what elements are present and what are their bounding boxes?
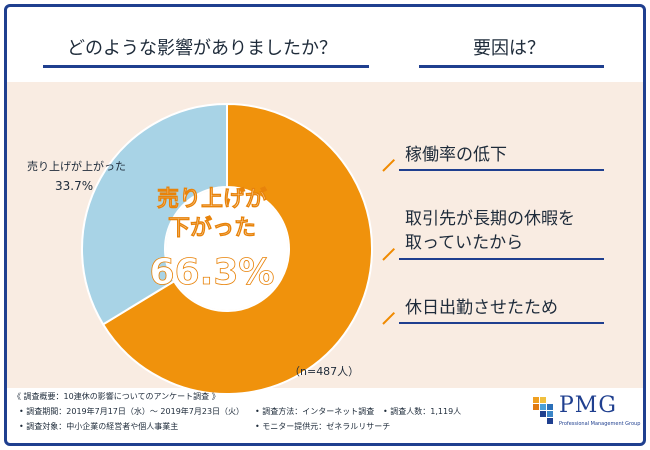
survey-title: 《 調査概要：10連休の影響についてのアンケート調査 》 [13,392,220,401]
center-label-line1: 売り上げが [157,186,267,212]
left-heading-underline [43,65,369,68]
left-question-heading: どのような影響がありましたか？ [67,38,337,59]
reason-2-line-1: 取引先が長期の休暇を [405,209,575,229]
survey-period: • 調査期間：2019年7月17日（水）～ 2019年7月23日（火） [19,407,245,416]
outer-value: 33.7% [55,179,93,193]
donut-slice-2 [81,102,228,326]
sample-size: （n=487人） [289,365,359,378]
survey-count: • 調査人数：1,119人 [383,407,462,416]
right-question-heading: 要因は？ [473,38,545,59]
center-label-line2: 下がった [168,215,256,241]
reason-1-line-1: 稼働率の低下 [405,145,507,165]
infographic-frame: どのような影響がありましたか？ 要因は？ 売り上げが上がった 33.7% 売り上… [4,4,646,446]
reason-2-text: 取引先が長期の休暇を 取っていたから [405,207,575,255]
reason-3-text: 休日出勤させたため [405,296,558,320]
donut-chart: 売り上げが上がった 33.7% 売り上げが 下がった 66.3% （n=487人… [27,102,373,395]
pmg-logo-text: PMG [559,393,617,418]
reason-3-underline [399,322,604,324]
pmg-logo-icon [533,397,553,424]
survey-target: • 調査対象：中小企業の経営者や個人事業主 [19,422,179,431]
center-value: 66.3% [150,252,275,293]
reason-3-line-1: 休日出勤させたため [405,298,558,318]
reason-1-text: 稼働率の低下 [405,143,507,167]
donut-slice-1 [101,102,373,395]
outer-label: 売り上げが上がった [27,159,126,173]
survey-method: • 調査方法：インターネット調査 [255,407,375,416]
reason-2-line-2: 取っていたから [405,233,524,253]
donut-hole [166,188,288,310]
reason-2-underline [399,258,604,260]
right-heading-underline [419,65,604,68]
reason-1-underline [399,169,604,171]
survey-provider: • モニター提供元：ゼネラルリサーチ [255,422,391,431]
pmg-logo-tagline: Professional Management Group [559,421,641,427]
